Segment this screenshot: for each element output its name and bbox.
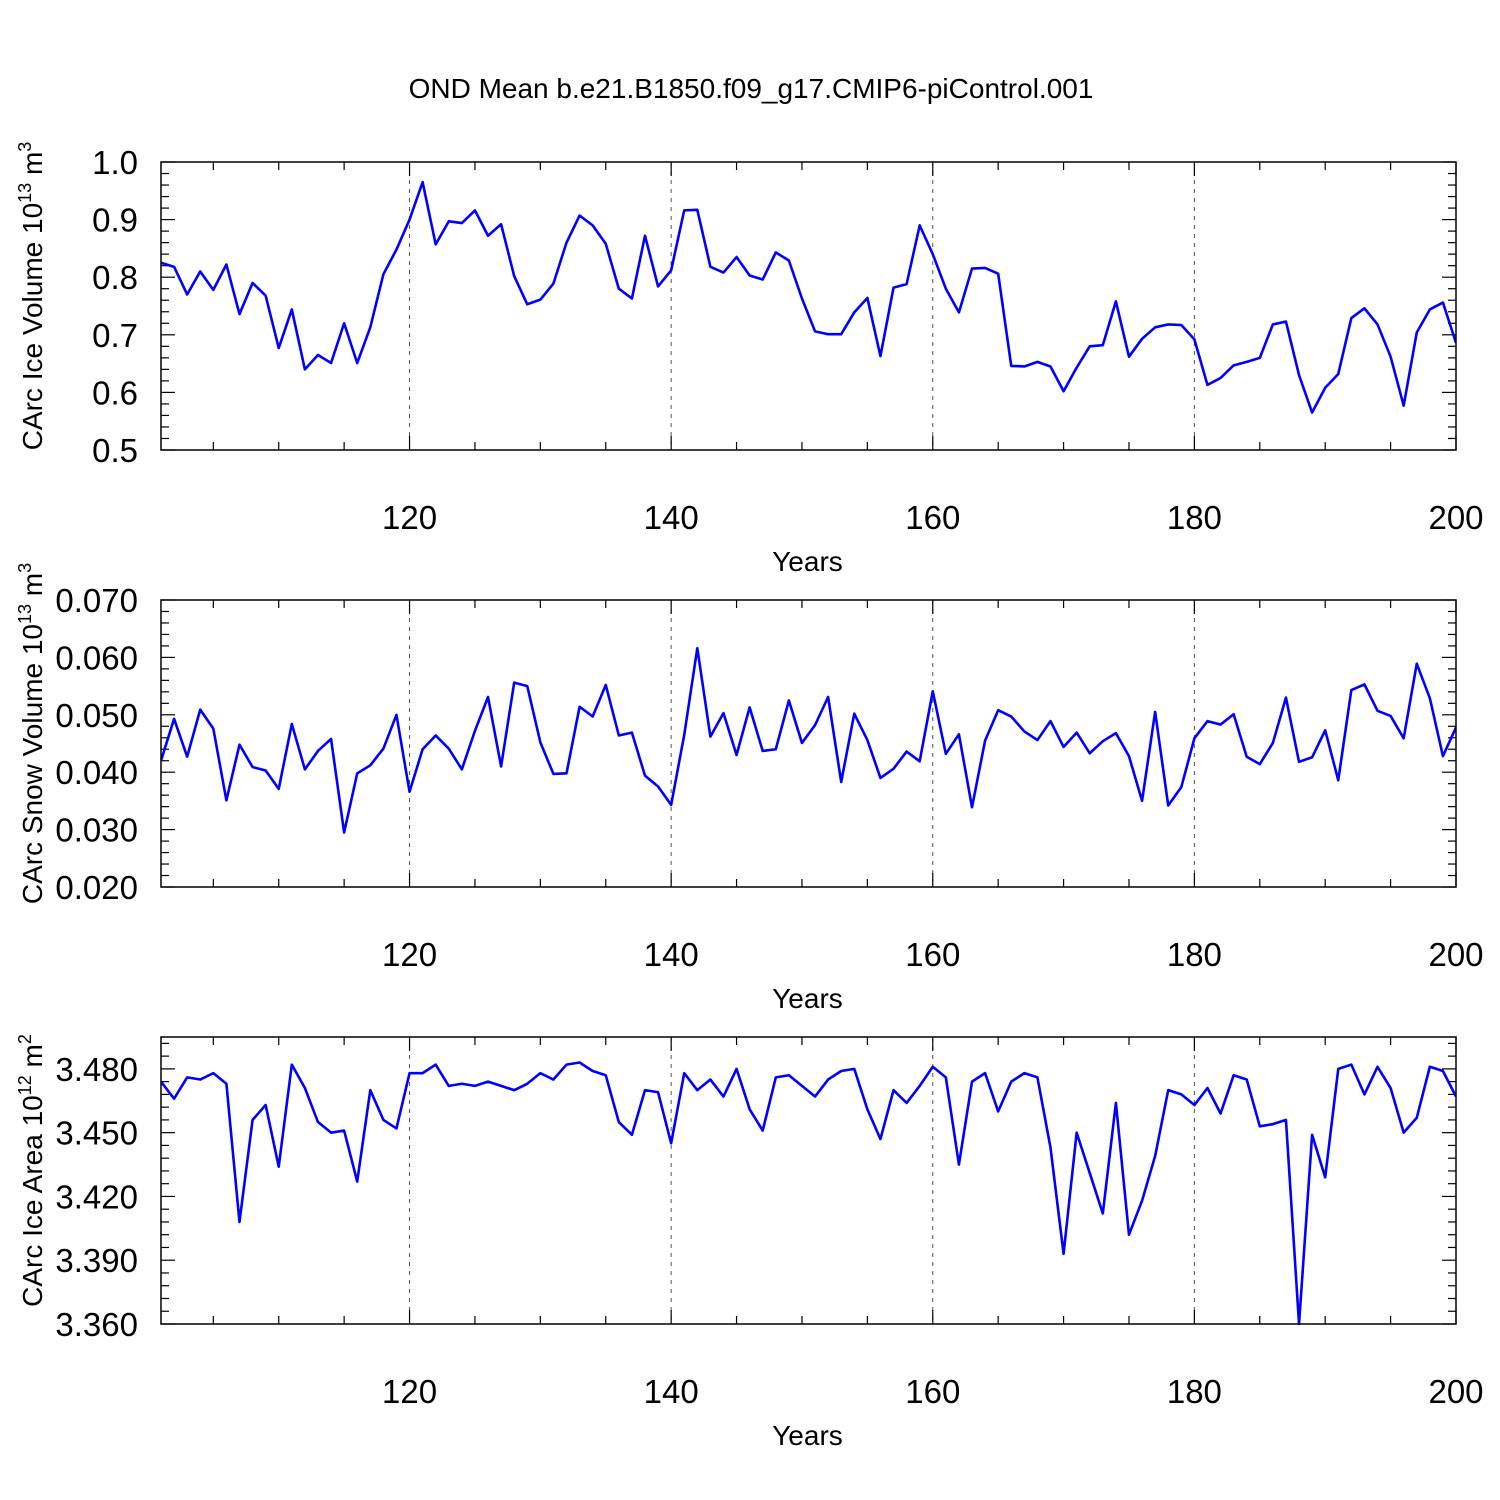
x-axis-title: Years (772, 1420, 843, 1451)
x-tick-label: 140 (644, 499, 699, 536)
chart-title: OND Mean b.e21.B1850.f09_g17.CMIP6-piCon… (409, 73, 1094, 104)
x-tick-label: 200 (1428, 1373, 1483, 1410)
series-line (161, 1061, 1456, 1325)
y-tick-label: 3.420 (55, 1178, 138, 1215)
x-tick-label: 160 (905, 936, 960, 973)
series-line (161, 646, 1456, 834)
y-tick-label: 3.360 (55, 1306, 138, 1343)
series-line (161, 180, 1456, 414)
x-tick-label: 160 (905, 1373, 960, 1410)
y-tick-label: 0.030 (55, 812, 138, 849)
y-tick-label: 1.0 (92, 144, 138, 181)
y-tick-label: 0.020 (55, 869, 138, 906)
x-tick-label: 120 (382, 936, 437, 973)
x-tick-label: 200 (1428, 499, 1483, 536)
x-tick-label: 120 (382, 499, 437, 536)
y-tick-label: 0.9 (92, 202, 138, 239)
x-tick-label: 180 (1167, 936, 1222, 973)
plot-frame (160, 1036, 1457, 1325)
y-tick-label: 3.390 (55, 1242, 138, 1279)
panel-2: 0.020 0.030 0.040 0.050 0.060 0.070 120 140 160 1… (15, 563, 1484, 1014)
x-axis-title: Years (772, 546, 843, 577)
y-axis-title: CArc Snow Volume 1013 m3 (15, 563, 48, 904)
y-tick-label: 0.070 (55, 582, 138, 619)
y-tick-label: 0.8 (92, 259, 138, 296)
y-tick-label: 0.060 (55, 639, 138, 676)
y-tick-label: 0.040 (55, 754, 138, 791)
y-axis-title: CArc Ice Area 1012 m2 (15, 1034, 48, 1307)
x-tick-label: 120 (382, 1373, 437, 1410)
plot-frame (160, 161, 1457, 451)
x-tick-label: 160 (905, 499, 960, 536)
plot-frame (160, 599, 1457, 888)
x-tick-label: 180 (1167, 499, 1222, 536)
x-tick-label: 140 (644, 936, 699, 973)
y-tick-label: 3.480 (55, 1051, 138, 1088)
x-tick-label: 140 (644, 1373, 699, 1410)
y-tick-label: 0.050 (55, 697, 138, 734)
x-tick-label: 180 (1167, 1373, 1222, 1410)
panels: 0.5 0.6 0.7 0.8 0.9 1.0 120 140 160 180 200 Years CA… (15, 142, 1484, 1451)
x-tick-label: 200 (1428, 936, 1483, 973)
y-tick-label: 3.450 (55, 1115, 138, 1152)
y-tick-label: 0.5 (92, 432, 138, 469)
y-tick-label: 0.6 (92, 374, 138, 411)
panel-1: 0.5 0.6 0.7 0.8 0.9 1.0 120 140 160 180 200 Years CA… (15, 142, 1484, 577)
y-tick-label: 0.7 (92, 317, 138, 354)
x-axis-title: Years (772, 983, 843, 1014)
panel-3: 3.360 3.390 3.420 3.450 3.480 120 140 160 180 200… (15, 1034, 1484, 1451)
y-axis-title: CArc Ice Volume 1013 m3 (15, 142, 48, 451)
